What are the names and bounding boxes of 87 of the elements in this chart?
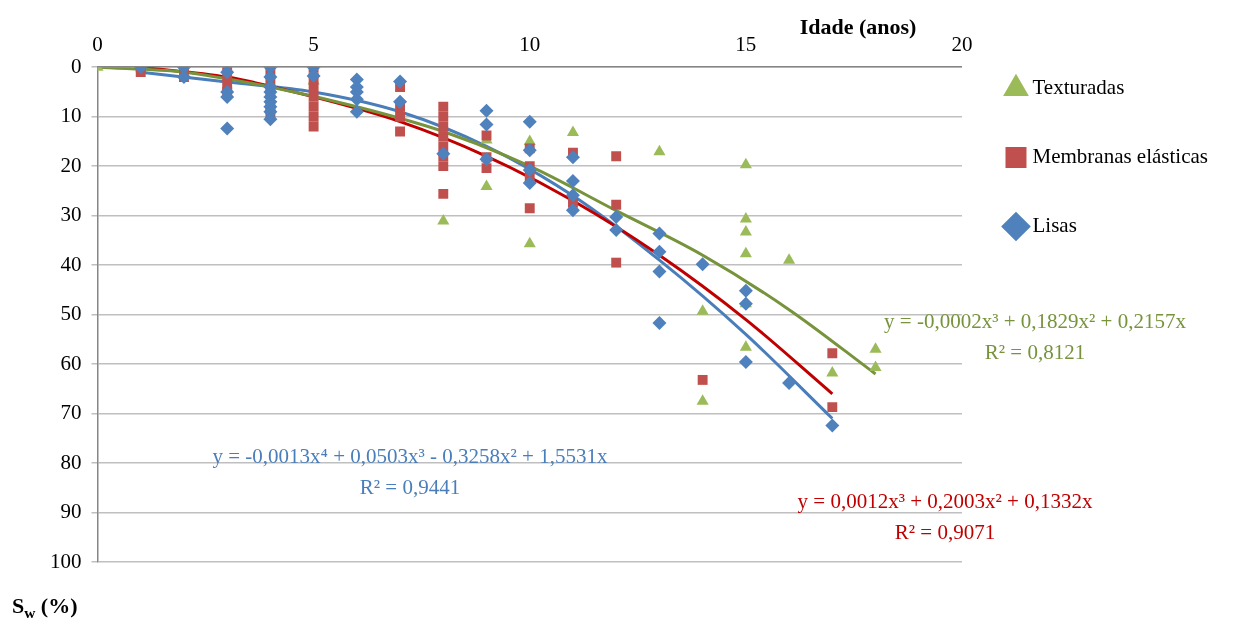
annotation: y = -0,0002x³ + 0,1829x² + 0,2157x R² = 0,8121	[884, 308, 1187, 364]
point	[437, 214, 450, 225]
point	[609, 222, 624, 237]
point	[438, 121, 449, 132]
point	[308, 82, 319, 92]
point	[783, 253, 796, 264]
point	[697, 374, 708, 385]
point	[479, 103, 494, 118]
point	[609, 210, 624, 225]
y-tick-label: 30	[60, 202, 82, 227]
point	[566, 125, 580, 137]
point	[611, 257, 622, 268]
point	[695, 257, 710, 272]
point	[522, 163, 537, 178]
point	[438, 188, 449, 199]
legend-label: Membranas elásticas	[1032, 144, 1209, 169]
point	[565, 203, 580, 218]
y-tick-label: 90	[60, 499, 82, 524]
x-tick-label: 0	[92, 32, 103, 57]
point	[308, 101, 319, 112]
point	[523, 236, 536, 248]
point	[825, 418, 840, 433]
annotation: y = 0,0012x³ + 0,2003x² + 0,1332x R² = 0,9071	[797, 488, 1093, 544]
point	[826, 365, 839, 377]
point	[220, 121, 235, 136]
point	[652, 226, 667, 241]
point	[611, 199, 622, 210]
point	[565, 174, 580, 188]
y-tick-label: 10	[60, 103, 82, 128]
point	[522, 143, 537, 158]
y-tick-label: 0	[71, 53, 82, 78]
point	[652, 244, 667, 259]
point	[565, 150, 580, 165]
point	[395, 126, 406, 137]
point	[653, 144, 666, 156]
point	[739, 224, 752, 236]
y-tick-label: 60	[60, 350, 82, 375]
point	[349, 104, 364, 119]
point	[480, 179, 493, 190]
y-tick-label: 80	[60, 449, 82, 474]
y-tick-label: 100	[50, 548, 82, 573]
point	[524, 203, 535, 214]
point	[436, 146, 451, 161]
point	[479, 117, 494, 132]
point	[395, 111, 406, 122]
legend-label: Lisas	[1032, 213, 1077, 238]
point	[308, 91, 319, 102]
point	[522, 114, 537, 129]
legend-label: Texturadas	[1032, 75, 1125, 100]
annotation: y = -0,0013x⁴ + 0,0503x³ - 0,3258x² + 1,5531x R² = 0,9441	[212, 443, 608, 499]
point	[652, 316, 667, 331]
point	[739, 157, 752, 169]
point	[739, 246, 752, 258]
point	[827, 348, 838, 359]
point	[652, 264, 667, 279]
point	[522, 175, 537, 190]
x-tick-label: 20	[951, 32, 973, 57]
point	[438, 131, 449, 142]
point	[739, 212, 752, 223]
y-tick-label: 50	[60, 301, 82, 326]
point	[611, 151, 622, 162]
point	[782, 375, 797, 390]
point	[739, 340, 752, 351]
point	[308, 121, 319, 132]
point	[738, 283, 753, 298]
x-tick-label: 15	[735, 32, 757, 57]
point	[438, 161, 449, 172]
x-tick-label: 5	[308, 32, 319, 57]
point	[696, 394, 709, 405]
point	[869, 342, 882, 353]
point	[438, 101, 449, 112]
x-axis-title: Idade (anos)	[799, 13, 917, 39]
point	[869, 360, 882, 372]
y-tick-label: 40	[60, 251, 82, 276]
point	[220, 67, 235, 80]
point	[738, 355, 753, 370]
y-tick-label: 70	[60, 400, 82, 425]
point	[308, 111, 319, 122]
point	[696, 304, 709, 315]
point	[393, 94, 408, 109]
point	[827, 402, 838, 413]
point	[565, 188, 580, 203]
point	[393, 74, 408, 89]
y-tick-label: 20	[60, 152, 82, 177]
point	[438, 111, 449, 122]
point	[479, 152, 494, 167]
x-tick-label: 10	[519, 32, 541, 57]
